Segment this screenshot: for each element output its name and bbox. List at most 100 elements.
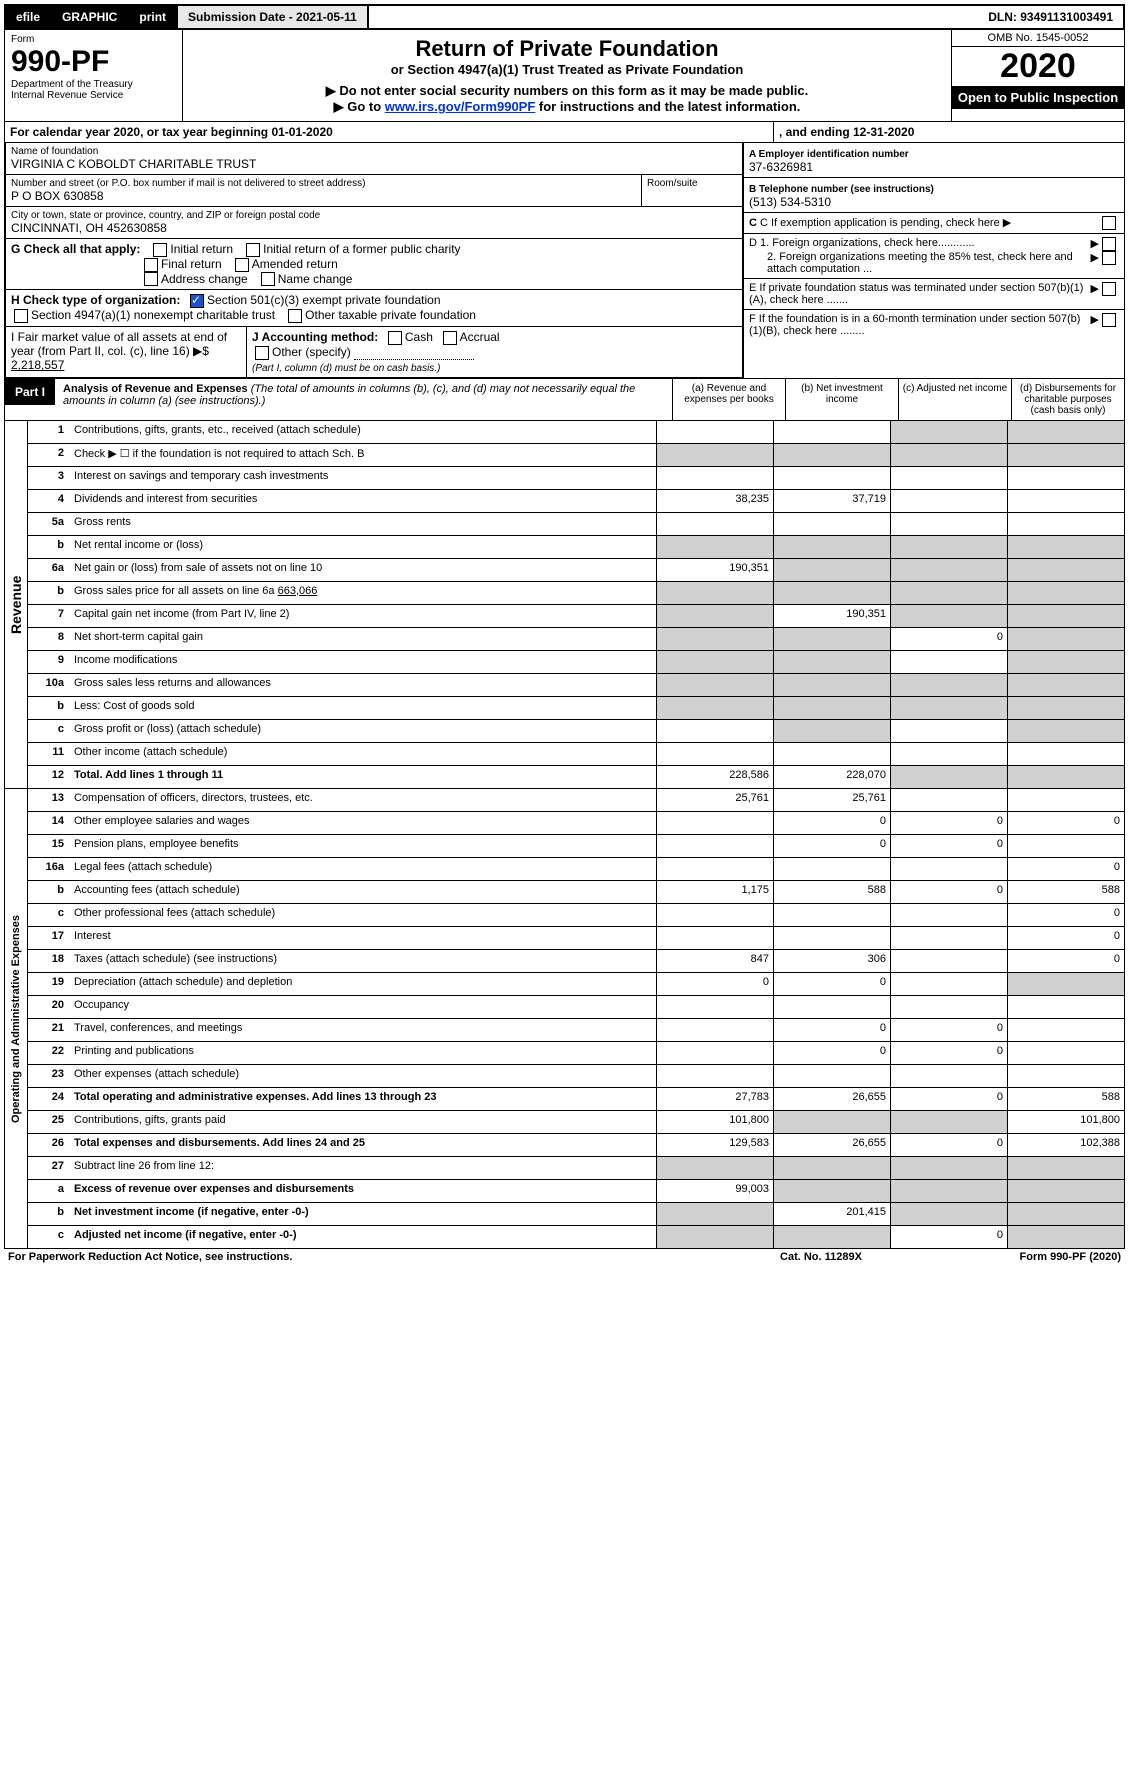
expenses-section: Operating and Administrative Expenses 13… [4, 789, 1125, 1249]
line-19-desc: Depreciation (attach schedule) and deple… [70, 973, 656, 995]
cb-initial-former[interactable] [246, 243, 260, 257]
line-18: 18Taxes (attach schedule) (see instructi… [28, 950, 1124, 973]
line-10b-col-a [656, 697, 773, 719]
line-11-col-b [773, 743, 890, 765]
line-5b-col-b [773, 536, 890, 558]
line-16a: 16aLegal fees (attach schedule)0 [28, 858, 1124, 881]
line-12-col-c [890, 766, 1007, 788]
cb-cash[interactable] [388, 331, 402, 345]
line-27c: cAdjusted net income (if negative, enter… [28, 1226, 1124, 1248]
line-4-col-d [1007, 490, 1124, 512]
line-27b: bNet investment income (if negative, ent… [28, 1203, 1124, 1226]
line-20-col-d [1007, 996, 1124, 1018]
cb-501c3[interactable] [190, 294, 204, 308]
cb-4947[interactable] [14, 309, 28, 323]
line-13-col-c [890, 789, 1007, 811]
line-22-desc: Printing and publications [70, 1042, 656, 1064]
print-btn[interactable]: print [129, 6, 178, 28]
line-16c-col-b [773, 904, 890, 926]
line-27-col-c [890, 1157, 1007, 1179]
cb-name-change[interactable] [261, 272, 275, 286]
line-5b-desc: Net rental income or (loss) [70, 536, 656, 558]
form-word: Form [11, 34, 176, 45]
line-5b-col-c [890, 536, 1007, 558]
line-27c-col-d [1007, 1226, 1124, 1248]
line-7-col-d [1007, 605, 1124, 627]
line-11-col-d [1007, 743, 1124, 765]
line-14-col-c: 0 [890, 812, 1007, 834]
line-12-col-d [1007, 766, 1124, 788]
cb-d1[interactable] [1102, 237, 1116, 251]
h-label: H Check type of organization: [11, 293, 180, 307]
line-2-col-a [656, 444, 773, 466]
line-16b: bAccounting fees (attach schedule)1,1755… [28, 881, 1124, 904]
line-22: 22Printing and publications00 [28, 1042, 1124, 1065]
efile-btn[interactable]: efile [6, 6, 52, 28]
line-23-col-b [773, 1065, 890, 1087]
cb-e[interactable] [1102, 282, 1116, 296]
line-17-col-b [773, 927, 890, 949]
cb-c[interactable] [1102, 216, 1116, 230]
line-6b-desc: Gross sales price for all assets on line… [70, 582, 656, 604]
line-21-desc: Travel, conferences, and meetings [70, 1019, 656, 1041]
line-8-col-a [656, 628, 773, 650]
line-10a-col-c [890, 674, 1007, 696]
cb-f[interactable] [1102, 313, 1116, 327]
line-3-col-d [1007, 467, 1124, 489]
cb-accrual[interactable] [443, 331, 457, 345]
cb-addr-change[interactable] [144, 272, 158, 286]
submission-date: Submission Date - 2021-05-11 [178, 6, 369, 28]
line-5a-col-c [890, 513, 1007, 535]
line-27b-desc: Net investment income (if negative, ente… [70, 1203, 656, 1225]
line-16b-col-a: 1,175 [656, 881, 773, 903]
expenses-side-label: Operating and Administrative Expenses [5, 789, 27, 1248]
line-1: 1Contributions, gifts, grants, etc., rec… [28, 421, 1124, 444]
line-6b-col-c [890, 582, 1007, 604]
line-27b-col-b: 201,415 [773, 1203, 890, 1225]
line-17-desc: Interest [70, 927, 656, 949]
line-27c-col-a [656, 1226, 773, 1248]
line-21: 21Travel, conferences, and meetings00 [28, 1019, 1124, 1042]
line-12-desc: Total. Add lines 1 through 11 [70, 766, 656, 788]
line-12-col-b: 228,070 [773, 766, 890, 788]
line-3: 3Interest on savings and temporary cash … [28, 467, 1124, 490]
line-27a-col-d [1007, 1180, 1124, 1202]
line-27c-col-c: 0 [890, 1226, 1007, 1248]
line-1-col-d [1007, 421, 1124, 443]
line-6b: bGross sales price for all assets on lin… [28, 582, 1124, 605]
line-15-col-a [656, 835, 773, 857]
cb-initial-return[interactable] [153, 243, 167, 257]
line-10c: cGross profit or (loss) (attach schedule… [28, 720, 1124, 743]
line-5a-col-b [773, 513, 890, 535]
col-a-head: (a) Revenue and expenses per books [672, 379, 785, 420]
part1-header: Part I Analysis of Revenue and Expenses … [4, 378, 1125, 421]
form-ref: Form 990-PF (2020) [921, 1251, 1121, 1263]
calendar-year-row: For calendar year 2020, or tax year begi… [4, 122, 1125, 143]
line-2: 2Check ▶ ☐ if the foundation is not requ… [28, 444, 1124, 467]
line-27b-col-a [656, 1203, 773, 1225]
line-16a-desc: Legal fees (attach schedule) [70, 858, 656, 880]
line-26-col-d: 102,388 [1007, 1134, 1124, 1156]
line-16b-col-d: 588 [1007, 881, 1124, 903]
line-3-col-a [656, 467, 773, 489]
cb-amended[interactable] [235, 258, 249, 272]
line-19-col-c [890, 973, 1007, 995]
cb-other-taxable[interactable] [288, 309, 302, 323]
line-15: 15Pension plans, employee benefits00 [28, 835, 1124, 858]
name-label: Name of foundation [11, 146, 737, 157]
line-16c-col-a [656, 904, 773, 926]
graphic-btn[interactable]: GRAPHIC [52, 6, 129, 28]
cb-d2[interactable] [1102, 251, 1116, 265]
line-15-col-b: 0 [773, 835, 890, 857]
line-16a-col-d: 0 [1007, 858, 1124, 880]
line-10c-col-a [656, 720, 773, 742]
line-7-desc: Capital gain net income (from Part IV, l… [70, 605, 656, 627]
cb-final-return[interactable] [144, 258, 158, 272]
line-6b-col-d [1007, 582, 1124, 604]
line-27b-col-c [890, 1203, 1007, 1225]
irs-link[interactable]: www.irs.gov/Form990PF [385, 99, 536, 114]
line-19-col-a: 0 [656, 973, 773, 995]
ssn-warning: ▶ Do not enter social security numbers o… [189, 83, 945, 99]
line-16b-col-c: 0 [890, 881, 1007, 903]
cb-other-method[interactable] [255, 346, 269, 360]
